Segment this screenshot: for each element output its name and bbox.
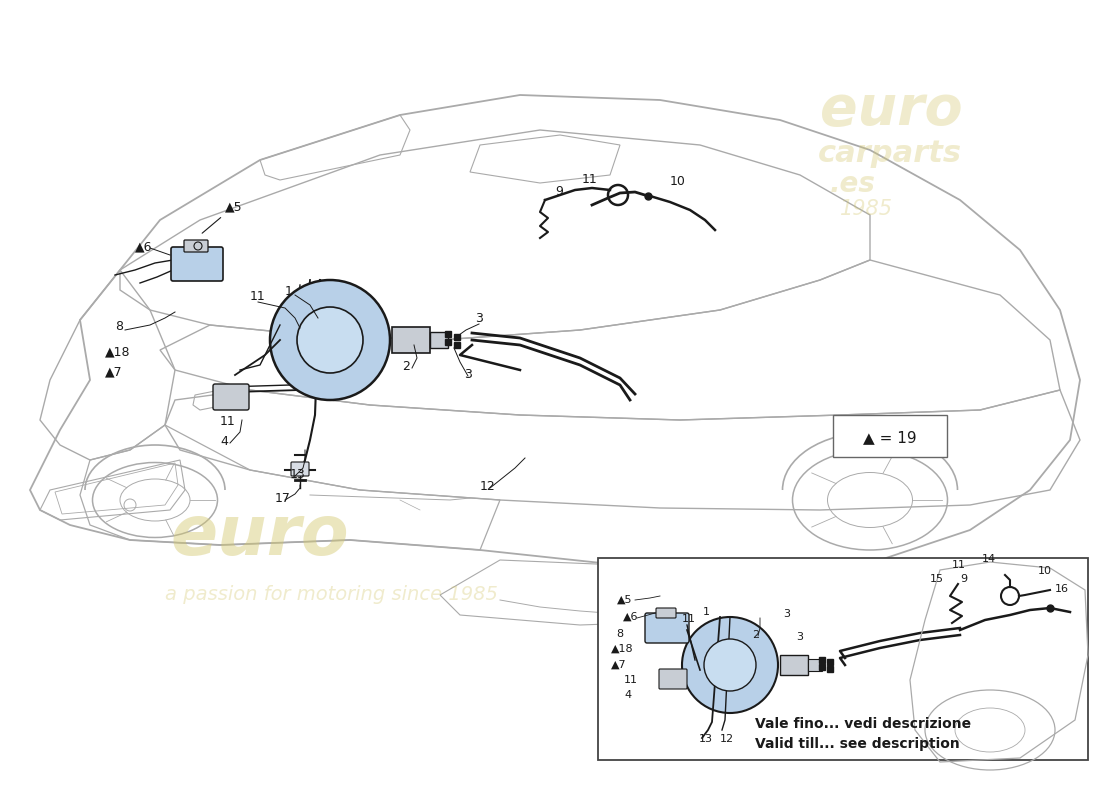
Bar [598, 558, 1088, 760]
Text: ▲5: ▲5 [202, 200, 243, 234]
Circle shape [194, 242, 202, 250]
Text: 16: 16 [1055, 584, 1069, 594]
Text: 3: 3 [783, 609, 790, 619]
Text: 2: 2 [752, 630, 759, 640]
Text: ▲ = 19: ▲ = 19 [864, 430, 916, 446]
Circle shape [704, 639, 756, 691]
Text: 3: 3 [475, 312, 483, 325]
Text: Vale fino... vedi descrizione: Vale fino... vedi descrizione [755, 717, 971, 731]
Text: 12: 12 [480, 480, 496, 493]
Text: 2: 2 [402, 360, 410, 373]
Text: ▲7: ▲7 [104, 365, 122, 378]
Text: 8: 8 [616, 629, 623, 639]
Text: ▲6: ▲6 [135, 240, 153, 253]
FancyBboxPatch shape [292, 462, 309, 476]
Circle shape [270, 280, 390, 400]
Text: 11: 11 [250, 290, 266, 303]
Text: 11: 11 [624, 675, 638, 685]
Text: 9: 9 [556, 185, 563, 198]
Bar [780, 655, 808, 675]
Text: 1: 1 [703, 607, 710, 617]
Text: 10: 10 [670, 175, 686, 188]
FancyBboxPatch shape [833, 415, 947, 457]
Text: .es: .es [830, 170, 876, 198]
Text: 17: 17 [275, 492, 290, 505]
Text: 1: 1 [285, 285, 293, 298]
Text: 12: 12 [720, 734, 734, 744]
Text: 11: 11 [682, 614, 696, 624]
Text: 4: 4 [220, 435, 228, 448]
Text: ▲18: ▲18 [610, 644, 634, 654]
Text: euro: euro [170, 502, 349, 569]
Text: ▲7: ▲7 [610, 660, 627, 670]
Text: a passion for motoring since 1985: a passion for motoring since 1985 [165, 585, 498, 604]
Text: 15: 15 [930, 574, 944, 584]
Text: ▲18: ▲18 [104, 345, 131, 358]
Bar [808, 659, 822, 671]
Bar [430, 332, 448, 348]
Text: 3: 3 [464, 368, 472, 381]
FancyBboxPatch shape [170, 247, 223, 281]
Circle shape [682, 617, 778, 713]
FancyBboxPatch shape [659, 669, 688, 689]
FancyBboxPatch shape [213, 384, 249, 410]
Text: 4: 4 [624, 690, 631, 700]
Text: ▲5: ▲5 [617, 595, 632, 605]
Text: 13: 13 [290, 468, 306, 481]
Text: 13: 13 [698, 734, 713, 744]
Text: 3: 3 [796, 632, 803, 642]
Text: 11: 11 [952, 560, 966, 570]
Text: euro: euro [820, 83, 962, 137]
FancyBboxPatch shape [184, 240, 208, 252]
Text: 11: 11 [582, 173, 597, 186]
Text: ▲6: ▲6 [623, 612, 638, 622]
Text: 8: 8 [116, 320, 123, 333]
Text: carparts: carparts [818, 139, 962, 168]
FancyBboxPatch shape [645, 613, 689, 643]
Text: Valid till... see description: Valid till... see description [755, 737, 959, 751]
Text: 1985: 1985 [840, 199, 893, 219]
Text: 10: 10 [1038, 566, 1052, 576]
FancyBboxPatch shape [656, 608, 676, 618]
Bar [392, 327, 430, 353]
Circle shape [297, 307, 363, 373]
Text: 9: 9 [960, 574, 967, 584]
Text: 14: 14 [982, 554, 997, 564]
Text: 11: 11 [220, 415, 235, 428]
